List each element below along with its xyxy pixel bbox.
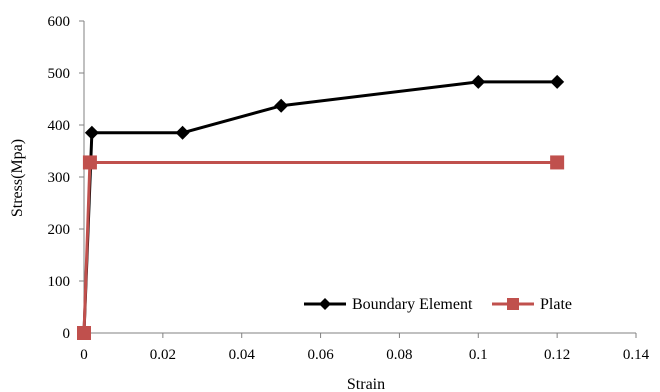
y-ticks: 0 100 200 300 400 500 600	[48, 14, 84, 342]
y-tick-label: 600	[48, 14, 71, 30]
y-tick-label: 0	[63, 326, 71, 342]
legend: Boundary Element Plate	[304, 296, 572, 313]
series-boundary-element	[77, 74, 565, 340]
data-point-plate	[82, 155, 97, 170]
series-plate	[77, 155, 565, 340]
data-point-boundary-element	[84, 125, 99, 140]
y-tick-label: 300	[48, 170, 71, 186]
x-tick-label: 0.1	[469, 347, 488, 363]
axes	[83, 21, 636, 334]
data-point-plate	[550, 155, 565, 170]
y-axis-title: Stress(Mpa)	[9, 139, 26, 217]
x-axis-title: Strain	[347, 376, 385, 392]
series-line-boundary-element	[82, 80, 558, 334]
data-point-boundary-element	[274, 98, 289, 113]
x-ticks: 0 0.02 0.04 0.06 0.08 0.1 0.12 0.14	[80, 333, 650, 363]
y-tick-label: 200	[48, 222, 71, 238]
legend-label-boundary-element: Boundary Element	[352, 296, 473, 313]
x-tick-label: 0.12	[544, 347, 570, 363]
y-tick-label: 400	[48, 118, 71, 134]
y-tick-label: 500	[48, 66, 71, 82]
legend-marker-diamond	[319, 298, 331, 310]
x-tick-label: 0.04	[229, 347, 256, 363]
data-point-boundary-element	[175, 125, 190, 140]
series-line-plate	[82, 160, 558, 334]
legend-item-boundary-element: Boundary Element	[304, 296, 473, 313]
legend-label-plate: Plate	[540, 296, 572, 313]
data-point-boundary-element	[471, 74, 486, 89]
x-tick-label: 0	[80, 347, 88, 363]
data-point-boundary-element	[550, 74, 565, 89]
data-point-plate	[77, 326, 91, 340]
y-tick-label: 100	[48, 274, 71, 290]
x-tick-label: 0.08	[386, 347, 412, 363]
x-tick-label: 0.14	[623, 347, 650, 363]
series-layer	[77, 74, 565, 340]
x-tick-label: 0.02	[150, 347, 176, 363]
x-tick-label: 0.06	[307, 347, 334, 363]
legend-marker-square	[507, 298, 519, 310]
legend-item-plate: Plate	[492, 296, 572, 313]
